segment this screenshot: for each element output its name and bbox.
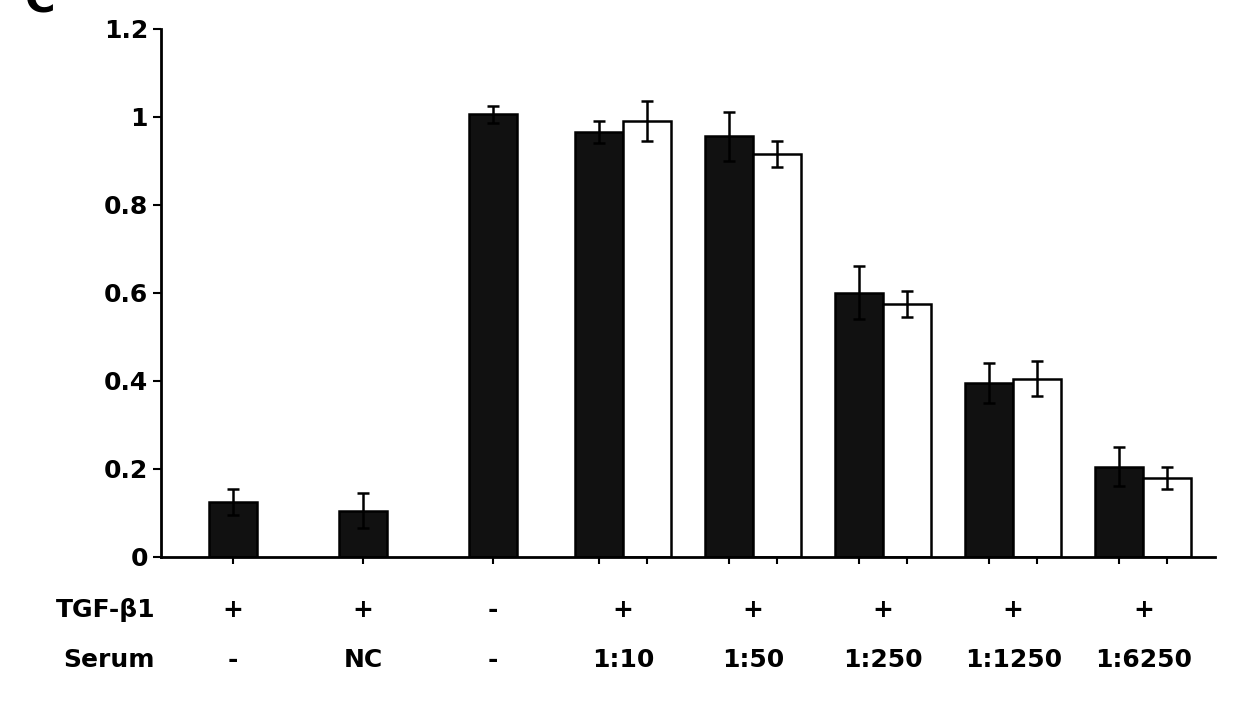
- Bar: [624, 121, 671, 557]
- Bar: [1143, 478, 1192, 557]
- Bar: [966, 383, 1013, 557]
- Text: 1:50: 1:50: [722, 648, 785, 673]
- Text: +: +: [1133, 598, 1153, 623]
- Text: C: C: [25, 0, 56, 21]
- Text: -: -: [489, 598, 498, 623]
- Text: +: +: [743, 598, 764, 623]
- Text: -: -: [489, 648, 498, 673]
- Bar: [706, 136, 753, 557]
- Text: 1:10: 1:10: [591, 648, 655, 673]
- Bar: [1095, 467, 1143, 557]
- Bar: [1013, 378, 1061, 557]
- Text: +: +: [352, 598, 373, 623]
- Text: 1:6250: 1:6250: [1095, 648, 1192, 673]
- Bar: [469, 114, 517, 557]
- Text: +: +: [613, 598, 634, 623]
- Bar: [883, 303, 931, 557]
- Bar: [575, 132, 624, 557]
- Text: +: +: [223, 598, 243, 623]
- Bar: [753, 154, 801, 557]
- Text: TGF-β1: TGF-β1: [56, 598, 155, 623]
- Text: 1:250: 1:250: [843, 648, 923, 673]
- Text: +: +: [873, 598, 894, 623]
- Bar: [836, 293, 883, 557]
- Text: Serum: Serum: [63, 648, 155, 673]
- Bar: [210, 502, 257, 557]
- Text: +: +: [1003, 598, 1024, 623]
- Text: 1:1250: 1:1250: [965, 648, 1061, 673]
- Text: -: -: [228, 648, 238, 673]
- Bar: [340, 511, 387, 557]
- Text: NC: NC: [343, 648, 383, 673]
